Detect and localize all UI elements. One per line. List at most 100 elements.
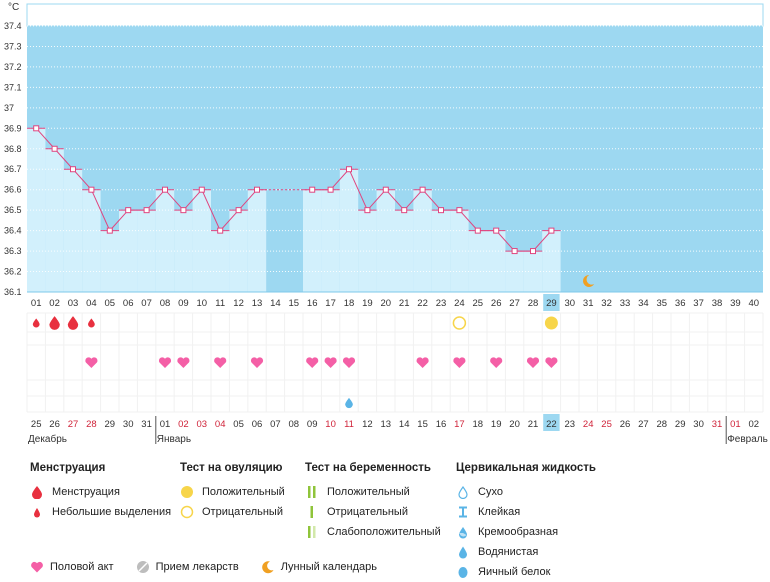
legend-item: Положительный xyxy=(180,482,285,502)
calendar-date-label: 13 xyxy=(381,419,392,430)
temperature-point xyxy=(530,248,536,255)
month-labels: Декабрь Январь Февраль xyxy=(28,416,768,445)
calendar-date-label: 15 xyxy=(417,419,428,430)
legend-label: Кремообразная xyxy=(478,526,559,538)
cycle-day-label: 04 xyxy=(86,298,97,309)
y-tick-label: 36.1 xyxy=(4,287,22,297)
calendar-date-label: 14 xyxy=(399,419,410,430)
legend-item: Клейкая xyxy=(456,502,596,522)
temperature-bar xyxy=(82,189,101,292)
day-highlight xyxy=(543,294,560,311)
intercourse-heart xyxy=(342,357,356,368)
legend-item: Менструация xyxy=(30,482,171,502)
sticky-icon xyxy=(459,506,467,518)
y-tick-label: 36.4 xyxy=(4,226,22,236)
legend-ovulation: Тест на овуляцию Положительный Отрицател… xyxy=(180,462,285,522)
cycle-day-label: 28 xyxy=(528,298,539,309)
legend-item: Яичный белок xyxy=(456,562,596,582)
temperature-bar xyxy=(523,251,543,292)
line-segment xyxy=(330,168,350,191)
heart-icon xyxy=(31,561,43,573)
calendar-date-label: 23 xyxy=(565,419,576,430)
intercourse-heart xyxy=(158,357,172,368)
y-tick-label: 36.9 xyxy=(4,123,22,133)
calendar-date-label: 29 xyxy=(105,419,116,430)
faint-line-icon xyxy=(308,526,316,538)
y-unit-label: °C xyxy=(8,2,19,13)
calendar-date-label: 31 xyxy=(141,419,152,430)
legend-label: Прием лекарств xyxy=(155,561,239,573)
legend-label: Яичный белок xyxy=(478,566,551,578)
calendar-date-label: 27 xyxy=(638,419,649,430)
calendar-date-label: 07 xyxy=(270,419,281,430)
intercourse-heart xyxy=(306,357,319,368)
cycle-day-label: 10 xyxy=(197,298,208,309)
calendar-date-label: 01 xyxy=(160,419,171,430)
legend-title: Тест на беременность xyxy=(305,462,431,474)
temperature-point xyxy=(327,186,334,193)
temperature-bars xyxy=(27,128,561,292)
y-tick-label: 37.1 xyxy=(4,82,22,92)
cycle-day-label: 17 xyxy=(325,298,336,309)
intercourse-heart xyxy=(324,357,337,368)
temperature-bar xyxy=(211,230,230,292)
small-drop-icon xyxy=(34,508,40,518)
calendar-date-label: 04 xyxy=(215,419,226,430)
cycle-day-label: 13 xyxy=(252,298,263,309)
calendar-date-label: 16 xyxy=(436,419,447,430)
temperature-point xyxy=(401,207,408,214)
moon-icon xyxy=(261,561,274,574)
menstruation-drop xyxy=(49,316,60,330)
y-tick-label: 36.7 xyxy=(4,164,22,174)
ovulation-positive xyxy=(544,316,558,330)
cycle-day-label: 23 xyxy=(436,298,447,309)
temperature-bar xyxy=(505,251,524,292)
cycle-day-label: 31 xyxy=(583,298,594,309)
temperature-point xyxy=(88,186,95,193)
month-label: Февраль xyxy=(727,434,768,445)
legend-menstruation: Менструация Менструация Небольшие выделе… xyxy=(30,462,171,522)
egg-white-icon xyxy=(458,567,468,578)
y-tick-label: 37.3 xyxy=(4,41,22,51)
temperature-point xyxy=(180,207,187,214)
line-segment xyxy=(532,230,552,252)
legend-label: Отрицательный xyxy=(202,506,283,518)
cycle-day-label: 25 xyxy=(473,298,484,309)
y-tick-label: 37.4 xyxy=(4,21,22,31)
temperature-bar xyxy=(229,210,248,292)
calendar-date-label: 05 xyxy=(233,419,244,430)
cycle-day-label: 39 xyxy=(730,298,741,309)
calendar-date-label: 22 xyxy=(546,419,557,430)
pill-icon xyxy=(136,561,149,573)
cycle-day-label: 38 xyxy=(712,298,723,309)
temperature-point xyxy=(309,186,316,193)
legend-item: Лунный календарь xyxy=(261,560,377,574)
y-tick-label: 36.5 xyxy=(4,205,22,215)
legend-label: Слабоположительный xyxy=(327,526,441,538)
intercourse-heart xyxy=(416,357,429,368)
calendar-date-labels: 25 26 27 28 29 30 31 01 02 03 04 05 06 07 08 09 10 11 12 13… xyxy=(31,414,759,431)
legend-item: Слабоположительный xyxy=(305,522,441,542)
temperature-line xyxy=(27,125,561,255)
temperature-bar xyxy=(119,210,138,292)
line-segment xyxy=(109,209,129,231)
legend-item: Прием лекарств xyxy=(136,560,239,574)
y-tick-label: 37.2 xyxy=(4,62,22,72)
calendar-date-label: 11 xyxy=(344,419,354,430)
calendar-date-label: 01 xyxy=(730,419,741,430)
legend-label: Положительный xyxy=(327,486,410,498)
moon-marker xyxy=(583,274,595,287)
cycle-day-label: 27 xyxy=(509,298,520,309)
temperature-point xyxy=(106,227,113,234)
calendar-date-label: 26 xyxy=(620,419,631,430)
line-segment xyxy=(459,209,479,231)
legend-label: Положительный xyxy=(202,486,285,498)
line-segment xyxy=(54,148,74,170)
temperature-bar xyxy=(487,230,506,292)
intercourse-heart xyxy=(490,357,503,368)
temperature-bar xyxy=(45,148,64,292)
empty-circle-icon xyxy=(180,505,194,519)
line-segment xyxy=(403,189,423,211)
calendar-date-label: 21 xyxy=(528,419,539,430)
calendar-date-label: 18 xyxy=(473,419,484,430)
